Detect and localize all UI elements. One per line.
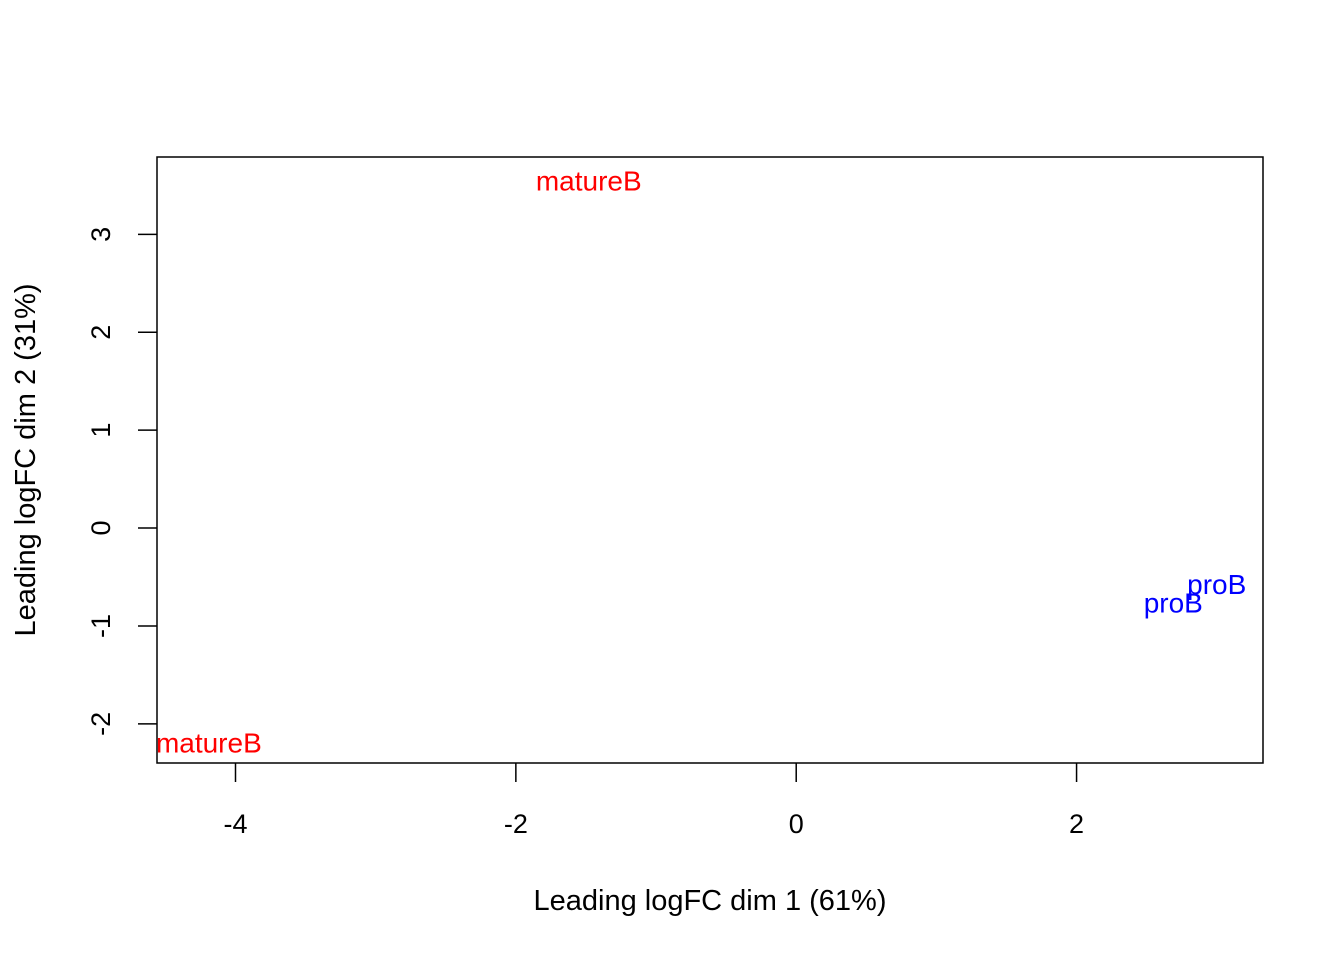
point-label-matureB: matureB	[156, 727, 262, 758]
y-tick-label: 3	[86, 227, 116, 242]
point-label-matureB: matureB	[536, 165, 642, 196]
y-axis-label: Leading logFC dim 2 (31%)	[10, 283, 42, 636]
y-tick-label: 1	[86, 423, 116, 438]
point-label-proB: proB	[1144, 587, 1203, 618]
x-axis: -4 -2 0 2	[223, 763, 1084, 839]
x-tick-label: -4	[223, 809, 247, 839]
plot-frame	[156, 156, 1264, 764]
x-tick-label: 2	[1069, 809, 1084, 839]
y-tick-label: -2	[86, 712, 116, 736]
x-tick-label: -2	[504, 809, 528, 839]
point-label-proB: proB	[1187, 569, 1246, 600]
y-tick-label: 0	[86, 521, 116, 536]
y-tick-label: 2	[86, 325, 116, 340]
x-tick-label: 0	[789, 809, 804, 839]
x-axis-label: Leading logFC dim 1 (61%)	[533, 885, 886, 917]
y-axis: -2 -1 0 1 2 3	[86, 227, 157, 736]
y-tick-label: -1	[86, 614, 116, 638]
